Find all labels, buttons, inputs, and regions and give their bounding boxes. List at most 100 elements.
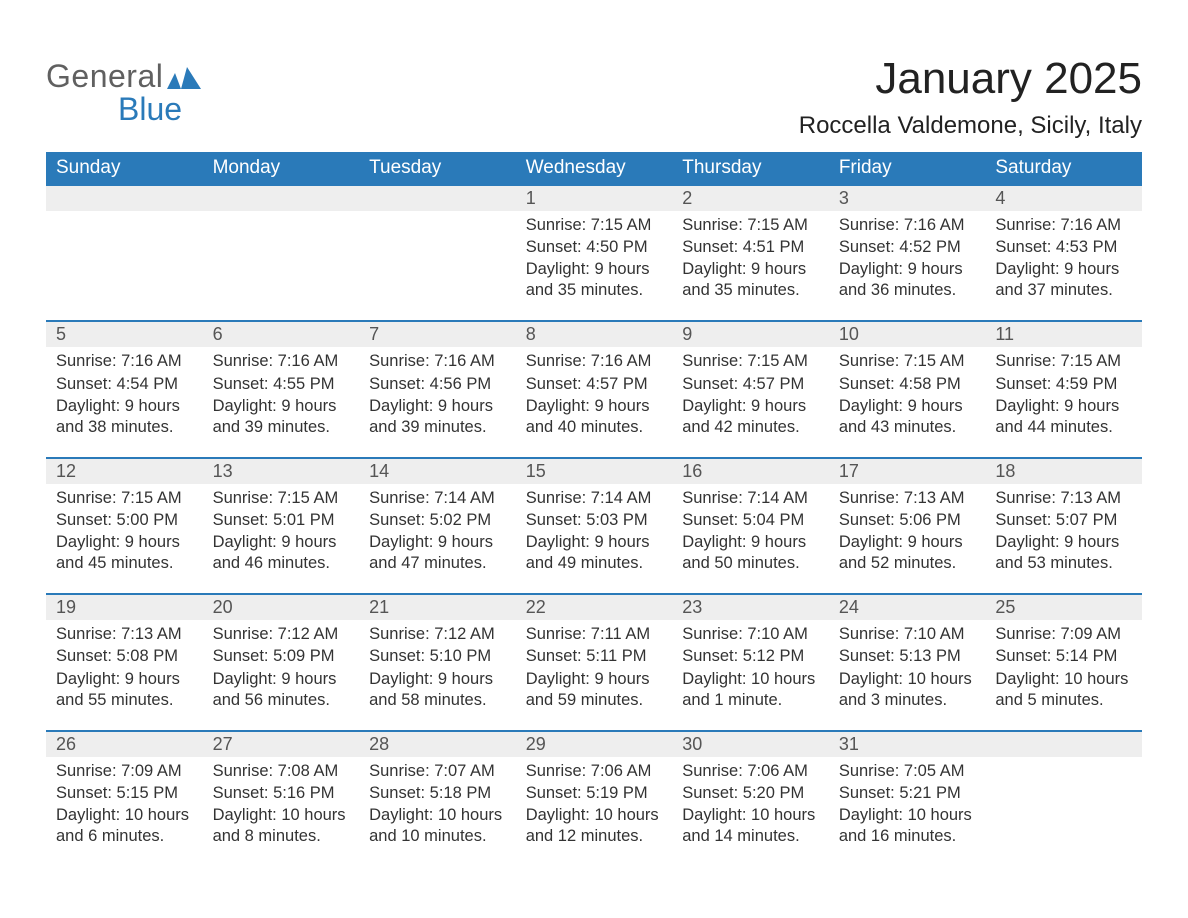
- daylight-text: Daylight: 9 hours and 47 minutes.: [369, 532, 506, 574]
- daylight-text: Daylight: 9 hours and 58 minutes.: [369, 669, 506, 711]
- weekday-header: Tuesday: [359, 152, 516, 185]
- daylight-text: Daylight: 10 hours and 10 minutes.: [369, 805, 506, 847]
- day-details-cell: Sunrise: 7:14 AMSunset: 5:04 PMDaylight:…: [672, 484, 829, 594]
- day-details-cell: Sunrise: 7:12 AMSunset: 5:09 PMDaylight:…: [203, 620, 360, 730]
- day-details-cell: [46, 211, 203, 321]
- sunset-text: Sunset: 5:02 PM: [369, 510, 506, 531]
- day-number-cell: 29: [516, 731, 673, 757]
- daylight-text: Daylight: 9 hours and 43 minutes.: [839, 396, 976, 438]
- daylight-text: Daylight: 9 hours and 45 minutes.: [56, 532, 193, 574]
- sunrise-text: Sunrise: 7:14 AM: [526, 488, 663, 509]
- sunrise-text: Sunrise: 7:09 AM: [56, 761, 193, 782]
- sunset-text: Sunset: 4:58 PM: [839, 374, 976, 395]
- sunrise-text: Sunrise: 7:14 AM: [369, 488, 506, 509]
- day-number-cell: 2: [672, 185, 829, 211]
- day-number-cell: 11: [985, 321, 1142, 347]
- weekday-header-row: Sunday Monday Tuesday Wednesday Thursday…: [46, 152, 1142, 185]
- daylight-text: Daylight: 9 hours and 36 minutes.: [839, 259, 976, 301]
- day-number-cell: 24: [829, 594, 986, 620]
- sunset-text: Sunset: 5:07 PM: [995, 510, 1132, 531]
- day-number-cell: 1: [516, 185, 673, 211]
- daylight-text: Daylight: 9 hours and 56 minutes.: [213, 669, 350, 711]
- sunset-text: Sunset: 5:15 PM: [56, 783, 193, 804]
- day-details-row: Sunrise: 7:15 AMSunset: 5:00 PMDaylight:…: [46, 484, 1142, 594]
- day-details-cell: Sunrise: 7:07 AMSunset: 5:18 PMDaylight:…: [359, 757, 516, 866]
- day-details-cell: Sunrise: 7:06 AMSunset: 5:19 PMDaylight:…: [516, 757, 673, 866]
- day-number-cell: 31: [829, 731, 986, 757]
- weekday-header: Sunday: [46, 152, 203, 185]
- daylight-text: Daylight: 10 hours and 3 minutes.: [839, 669, 976, 711]
- sunset-text: Sunset: 4:57 PM: [682, 374, 819, 395]
- daylight-text: Daylight: 9 hours and 39 minutes.: [213, 396, 350, 438]
- sunset-text: Sunset: 4:57 PM: [526, 374, 663, 395]
- weekday-header: Thursday: [672, 152, 829, 185]
- sunrise-text: Sunrise: 7:12 AM: [213, 624, 350, 645]
- logo: General Blue: [46, 58, 201, 128]
- sunrise-text: Sunrise: 7:16 AM: [369, 351, 506, 372]
- sunset-text: Sunset: 5:18 PM: [369, 783, 506, 804]
- day-number-cell: 19: [46, 594, 203, 620]
- sunset-text: Sunset: 5:01 PM: [213, 510, 350, 531]
- calendar-table: Sunday Monday Tuesday Wednesday Thursday…: [46, 152, 1142, 866]
- day-number-row: 567891011: [46, 321, 1142, 347]
- daylight-text: Daylight: 9 hours and 46 minutes.: [213, 532, 350, 574]
- day-details-cell: Sunrise: 7:13 AMSunset: 5:06 PMDaylight:…: [829, 484, 986, 594]
- calendar-body: 1234Sunrise: 7:15 AMSunset: 4:50 PMDayli…: [46, 185, 1142, 866]
- day-number-cell: [359, 185, 516, 211]
- day-number-cell: 23: [672, 594, 829, 620]
- sunrise-text: Sunrise: 7:15 AM: [526, 215, 663, 236]
- day-details-cell: Sunrise: 7:09 AMSunset: 5:14 PMDaylight:…: [985, 620, 1142, 730]
- sunset-text: Sunset: 5:10 PM: [369, 646, 506, 667]
- sunrise-text: Sunrise: 7:08 AM: [213, 761, 350, 782]
- sunset-text: Sunset: 5:04 PM: [682, 510, 819, 531]
- day-number-row: 19202122232425: [46, 594, 1142, 620]
- sunset-text: Sunset: 5:13 PM: [839, 646, 976, 667]
- day-number-cell: 9: [672, 321, 829, 347]
- sunrise-text: Sunrise: 7:13 AM: [995, 488, 1132, 509]
- sunset-text: Sunset: 5:03 PM: [526, 510, 663, 531]
- day-details-cell: Sunrise: 7:16 AMSunset: 4:56 PMDaylight:…: [359, 347, 516, 457]
- day-number-cell: [46, 185, 203, 211]
- daylight-text: Daylight: 9 hours and 53 minutes.: [995, 532, 1132, 574]
- sunrise-text: Sunrise: 7:06 AM: [682, 761, 819, 782]
- sunrise-text: Sunrise: 7:15 AM: [682, 351, 819, 372]
- day-details-cell: Sunrise: 7:15 AMSunset: 4:50 PMDaylight:…: [516, 211, 673, 321]
- sunset-text: Sunset: 4:56 PM: [369, 374, 506, 395]
- day-number-row: 12131415161718: [46, 458, 1142, 484]
- sunrise-text: Sunrise: 7:11 AM: [526, 624, 663, 645]
- day-number-cell: 14: [359, 458, 516, 484]
- sunset-text: Sunset: 5:21 PM: [839, 783, 976, 804]
- day-details-cell: Sunrise: 7:05 AMSunset: 5:21 PMDaylight:…: [829, 757, 986, 866]
- day-number-cell: 12: [46, 458, 203, 484]
- logo-word-general: General: [46, 58, 163, 94]
- day-details-cell: Sunrise: 7:16 AMSunset: 4:54 PMDaylight:…: [46, 347, 203, 457]
- header: General Blue January 2025 Roccella Valde…: [46, 40, 1142, 140]
- day-number-cell: 5: [46, 321, 203, 347]
- day-details-cell: Sunrise: 7:15 AMSunset: 5:01 PMDaylight:…: [203, 484, 360, 594]
- location: Roccella Valdemone, Sicily, Italy: [799, 112, 1142, 140]
- day-details-cell: Sunrise: 7:14 AMSunset: 5:02 PMDaylight:…: [359, 484, 516, 594]
- day-number-cell: 26: [46, 731, 203, 757]
- sunset-text: Sunset: 5:20 PM: [682, 783, 819, 804]
- sunrise-text: Sunrise: 7:05 AM: [839, 761, 976, 782]
- sunset-text: Sunset: 5:14 PM: [995, 646, 1132, 667]
- sunrise-text: Sunrise: 7:15 AM: [839, 351, 976, 372]
- day-details-cell: Sunrise: 7:15 AMSunset: 4:58 PMDaylight:…: [829, 347, 986, 457]
- day-details-cell: Sunrise: 7:13 AMSunset: 5:07 PMDaylight:…: [985, 484, 1142, 594]
- daylight-text: Daylight: 9 hours and 44 minutes.: [995, 396, 1132, 438]
- day-details-cell: Sunrise: 7:14 AMSunset: 5:03 PMDaylight:…: [516, 484, 673, 594]
- day-details-cell: [359, 211, 516, 321]
- daylight-text: Daylight: 9 hours and 40 minutes.: [526, 396, 663, 438]
- day-number-cell: 7: [359, 321, 516, 347]
- day-number-cell: 3: [829, 185, 986, 211]
- day-details-cell: [203, 211, 360, 321]
- day-number-cell: 16: [672, 458, 829, 484]
- day-number-row: 1234: [46, 185, 1142, 211]
- daylight-text: Daylight: 9 hours and 42 minutes.: [682, 396, 819, 438]
- sunrise-text: Sunrise: 7:14 AM: [682, 488, 819, 509]
- day-details-row: Sunrise: 7:09 AMSunset: 5:15 PM Daylight:…: [46, 757, 1142, 866]
- day-details-cell: Sunrise: 7:16 AMSunset: 4:55 PMDaylight:…: [203, 347, 360, 457]
- sunset-text: Sunset: 4:54 PM: [56, 374, 193, 395]
- day-number-cell: 22: [516, 594, 673, 620]
- daylight-text: Daylight: 9 hours and 39 minutes.: [369, 396, 506, 438]
